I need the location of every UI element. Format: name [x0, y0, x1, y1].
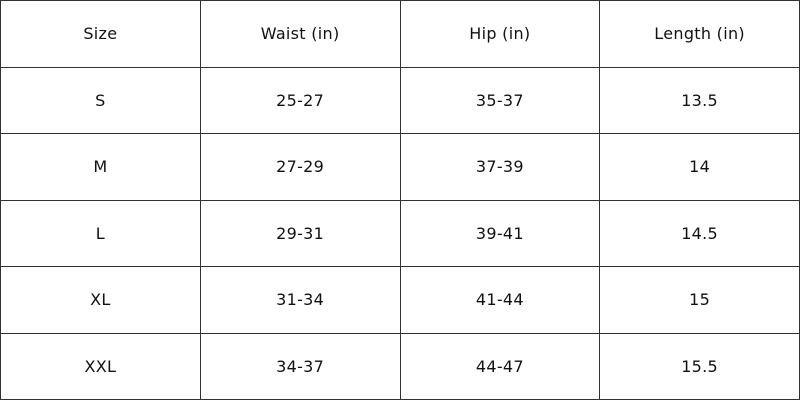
table-cell: S	[1, 67, 201, 134]
table-cell: 25-27	[200, 67, 401, 134]
table-cell: 39-41	[400, 200, 601, 267]
table-cell: 14.5	[600, 200, 800, 267]
table-cell: L	[1, 200, 201, 267]
table-cell: 27-29	[200, 134, 401, 201]
header-cell: Hip (in)	[400, 1, 601, 68]
table-cell: XXL	[1, 333, 201, 400]
table-cell: 37-39	[400, 134, 601, 201]
table-cell: 29-31	[200, 200, 401, 267]
table-cell: 31-34	[200, 267, 401, 334]
table-cell: 15	[600, 267, 800, 334]
table-cell: 14	[600, 134, 800, 201]
table-cell: 34-37	[200, 333, 401, 400]
table-cell: M	[1, 134, 201, 201]
table-cell: 35-37	[400, 67, 601, 134]
table-cell: 13.5	[600, 67, 800, 134]
header-cell: Length (in)	[600, 1, 800, 68]
table-cell: 44-47	[400, 333, 601, 400]
header-cell: Waist (in)	[200, 1, 401, 68]
table-cell: 41-44	[400, 267, 601, 334]
table-cell: XL	[1, 267, 201, 334]
header-cell: Size	[1, 1, 201, 68]
table-cell: 15.5	[600, 333, 800, 400]
